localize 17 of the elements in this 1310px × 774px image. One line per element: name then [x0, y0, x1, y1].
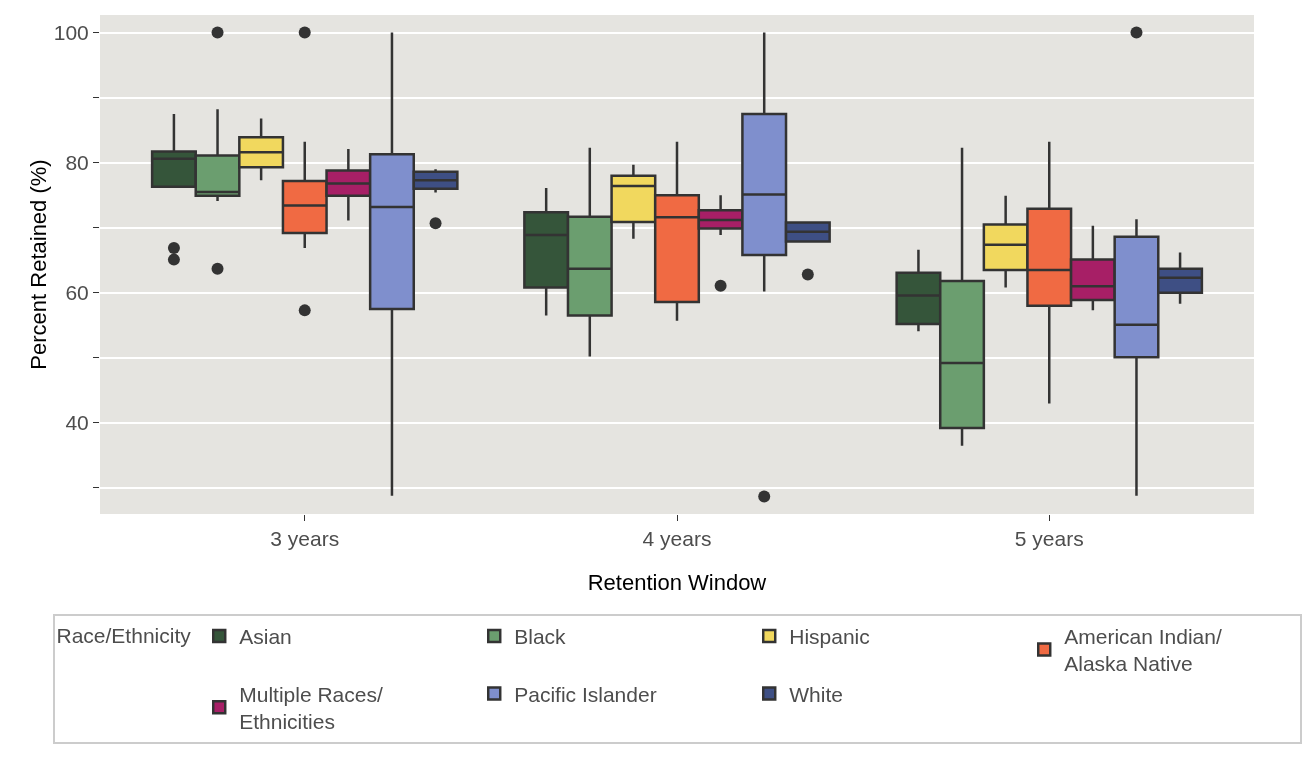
legend-label: Pacific Islander: [514, 682, 657, 706]
y-tick-label: 100: [53, 20, 89, 44]
y-tick-label: 80: [65, 151, 89, 175]
y-tick-label: 40: [65, 411, 89, 435]
y-axis-title: Percent Retained (%): [26, 159, 51, 370]
legend-label: Asian: [239, 625, 292, 649]
y-tick-label: 60: [65, 281, 89, 305]
x-tick-label: 3 years: [270, 527, 340, 551]
legend-label: White: [789, 682, 843, 706]
x-tick-label: 5 years: [1014, 527, 1084, 551]
legend-label: Black: [514, 625, 567, 649]
legend-label: American Indian/ Alaska Native: [1064, 625, 1222, 676]
legend-label: Multiple Races/ Ethnicities: [239, 682, 383, 734]
legend-label: Hispanic: [789, 625, 870, 649]
x-tick-label: 4 years: [642, 527, 712, 551]
legend-title: Race/Ethnicity: [56, 624, 192, 648]
x-axis-title: Retention Window: [587, 570, 767, 595]
